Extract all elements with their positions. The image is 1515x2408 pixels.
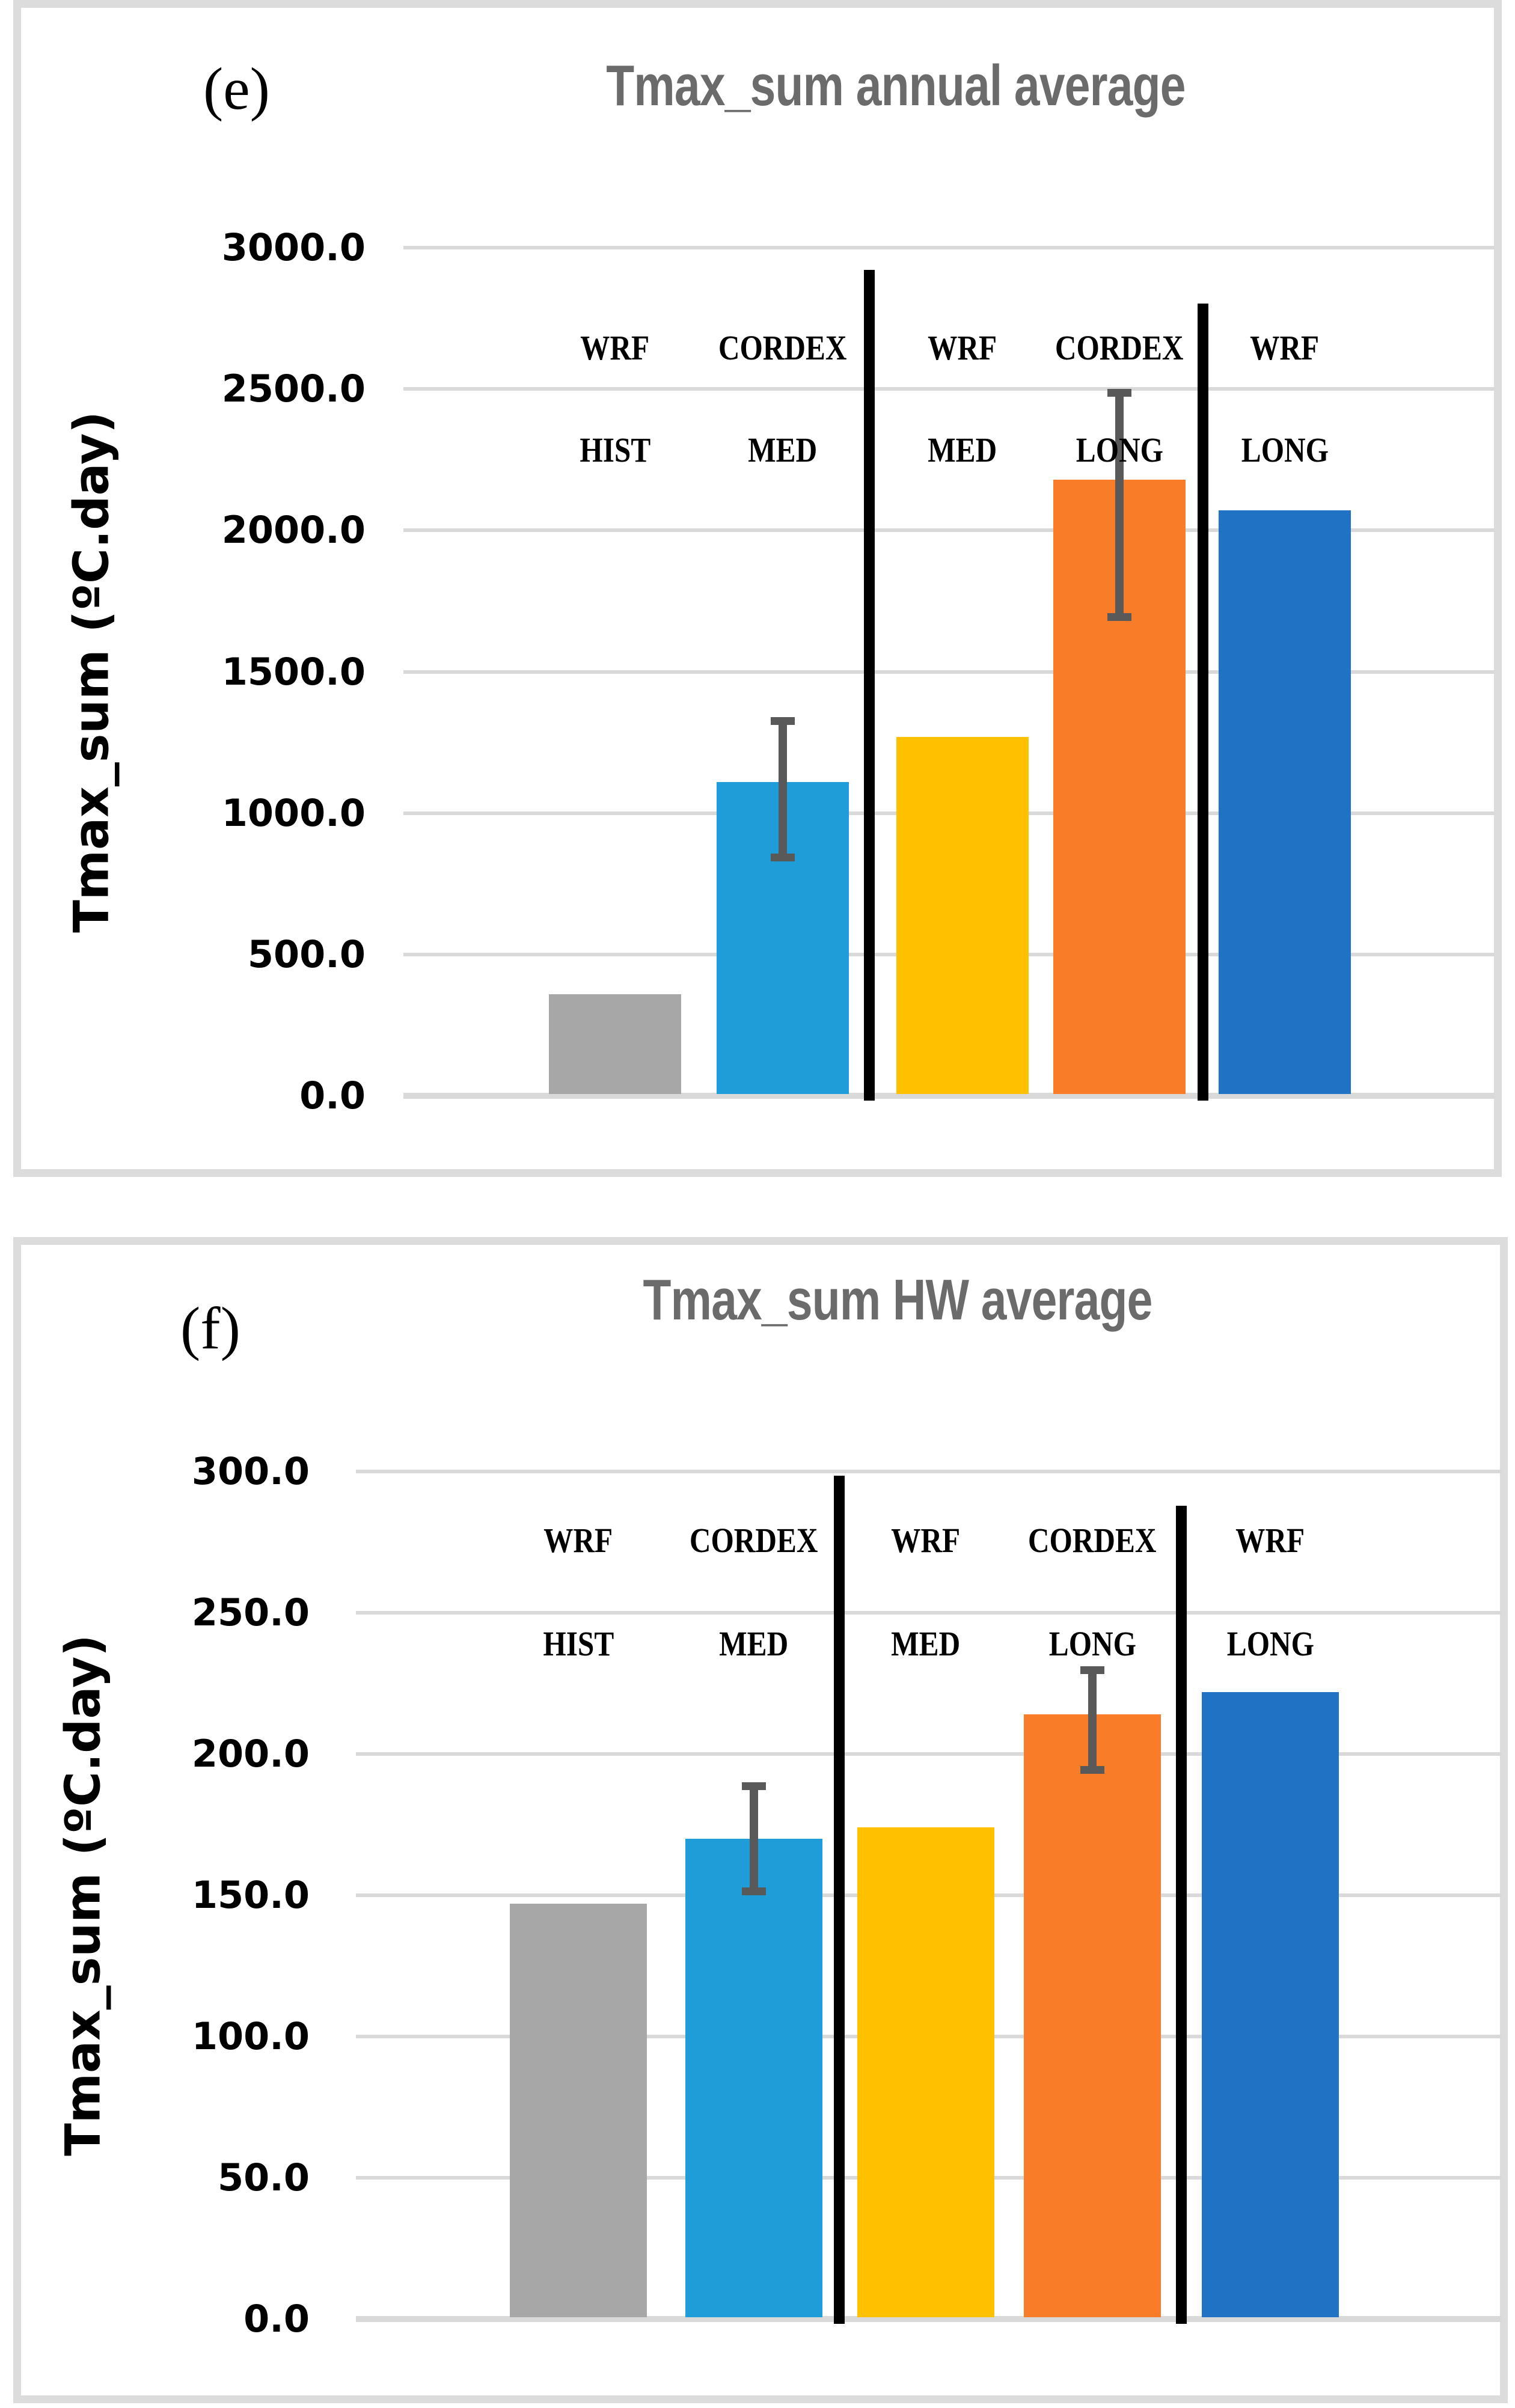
category-label-text: HIST (580, 430, 650, 469)
error-bar-cordex-long (1078, 1666, 1107, 1774)
error-bar-cordex-long (1105, 389, 1134, 621)
category-label-text: WRF (891, 1521, 961, 1560)
error-bar-line (1107, 613, 1131, 621)
group-separator (863, 270, 875, 1101)
panel-label: (e) (203, 55, 270, 122)
gridline (356, 1752, 1502, 1756)
error-bar-cordex-med (739, 1782, 768, 1895)
category-label-text: CORDEX (690, 1521, 818, 1560)
bar-wrf-med (857, 1827, 994, 2317)
error-bar-line (779, 717, 787, 861)
y-tick-label: 150.0 (191, 1873, 310, 1917)
category-label-cordex-med: CORDEX (634, 1515, 874, 1566)
bar-wrf-long (1202, 1691, 1339, 2317)
error-bar-line (1115, 389, 1124, 621)
category-label-cordex-med: MED (634, 1618, 874, 1670)
x-axis-line (403, 1093, 1495, 1099)
chart-title: Tmax_sum annual average (606, 53, 1186, 118)
error-bar-cordex-med (768, 717, 797, 861)
category-label-text: MED (891, 1624, 961, 1663)
error-bar-line (1080, 1765, 1104, 1774)
error-bar-line (1080, 1666, 1104, 1675)
y-axis-title: Tmax_sum (ºC.day) (63, 411, 120, 933)
panel-label: (f) (180, 1295, 240, 1361)
error-bar-line (1088, 1666, 1097, 1774)
bar-wrf-med (896, 736, 1029, 1094)
category-label-text: CORDEX (718, 328, 847, 367)
category-label-text: WRF (1250, 328, 1320, 367)
y-tick-label: 3000.0 (221, 225, 366, 269)
error-bar-line (771, 853, 795, 861)
bar-cordex-med (685, 1839, 822, 2317)
category-label-wrf-hist: WRF (458, 1515, 699, 1566)
gridline (356, 1611, 1502, 1615)
category-label-text: WRF (1235, 1521, 1305, 1560)
category-label-cordex-long: CORDEX (999, 322, 1240, 374)
category-label-wrf-med: MED (806, 1618, 1046, 1670)
bar-cordex-long (1024, 1714, 1161, 2317)
gridline (403, 528, 1495, 533)
error-bar-line (742, 1887, 766, 1895)
category-label-wrf-hist: HIST (458, 1618, 699, 1670)
category-label-text: MED (928, 430, 997, 469)
error-bar-line (742, 1782, 766, 1790)
category-label-cordex-med: MED (663, 424, 903, 476)
y-tick-label: 300.0 (191, 1449, 310, 1493)
category-label-text: WRF (928, 328, 997, 367)
category-label-wrf-long: WRF (1165, 322, 1405, 374)
category-label-text: WRF (543, 1521, 613, 1560)
category-label-wrf-long: LONG (1150, 1618, 1391, 1670)
x-axis-line (356, 2316, 1502, 2322)
error-bar-line (750, 1782, 758, 1895)
bar-wrf-long (1219, 510, 1351, 1094)
category-label-cordex-long: CORDEX (972, 1515, 1213, 1566)
error-bar-line (1107, 389, 1131, 397)
category-label-text: CORDEX (1055, 328, 1184, 367)
category-label-wrf-med: WRF (806, 1515, 1046, 1566)
gridline (356, 1470, 1502, 1473)
gridline (403, 670, 1495, 674)
category-label-cordex-long: LONG (999, 424, 1240, 476)
group-separator (1176, 1506, 1187, 2324)
bar-wrf-hist (510, 1904, 647, 2317)
category-label-text: MED (748, 430, 818, 469)
y-tick-label: 100.0 (191, 2014, 310, 2058)
category-label-text: HIST (543, 1624, 614, 1663)
y-tick-label: 0.0 (299, 1074, 366, 1117)
y-tick-label: 2000.0 (221, 508, 366, 552)
y-tick-label: 2500.0 (221, 367, 366, 411)
group-separator (834, 1476, 845, 2324)
gridline (403, 387, 1495, 391)
error-bar-line (771, 717, 795, 725)
y-tick-label: 1500.0 (221, 649, 366, 694)
category-label-text: LONG (1241, 430, 1329, 469)
category-label-wrf-hist: HIST (495, 424, 735, 476)
category-label-text: LONG (1048, 1624, 1136, 1663)
y-tick-label: 50.0 (218, 2156, 310, 2199)
category-label-wrf-med: WRF (842, 322, 1083, 374)
category-label-wrf-long: WRF (1150, 1515, 1391, 1566)
y-tick-label: 1000.0 (221, 790, 366, 835)
category-label-wrf-hist: WRF (495, 322, 735, 374)
category-label-text: LONG (1226, 1624, 1314, 1663)
y-tick-label: 250.0 (191, 1591, 310, 1634)
category-label-text: LONG (1076, 430, 1163, 469)
y-tick-label: 500.0 (247, 932, 366, 976)
category-label-wrf-med: MED (842, 424, 1083, 476)
group-separator (1197, 304, 1208, 1101)
bar-wrf-hist (549, 994, 681, 1094)
category-label-wrf-long: LONG (1165, 424, 1405, 476)
category-label-text: CORDEX (1028, 1521, 1157, 1560)
category-label-text: WRF (580, 328, 650, 367)
category-label-text: MED (719, 1624, 789, 1663)
category-label-cordex-long: LONG (972, 1618, 1213, 1670)
gridline (403, 246, 1495, 249)
y-tick-label: 200.0 (191, 1732, 310, 1776)
chart-title: Tmax_sum HW average (643, 1268, 1152, 1332)
category-label-cordex-med: CORDEX (663, 322, 903, 374)
y-tick-label: 0.0 (243, 2297, 310, 2341)
